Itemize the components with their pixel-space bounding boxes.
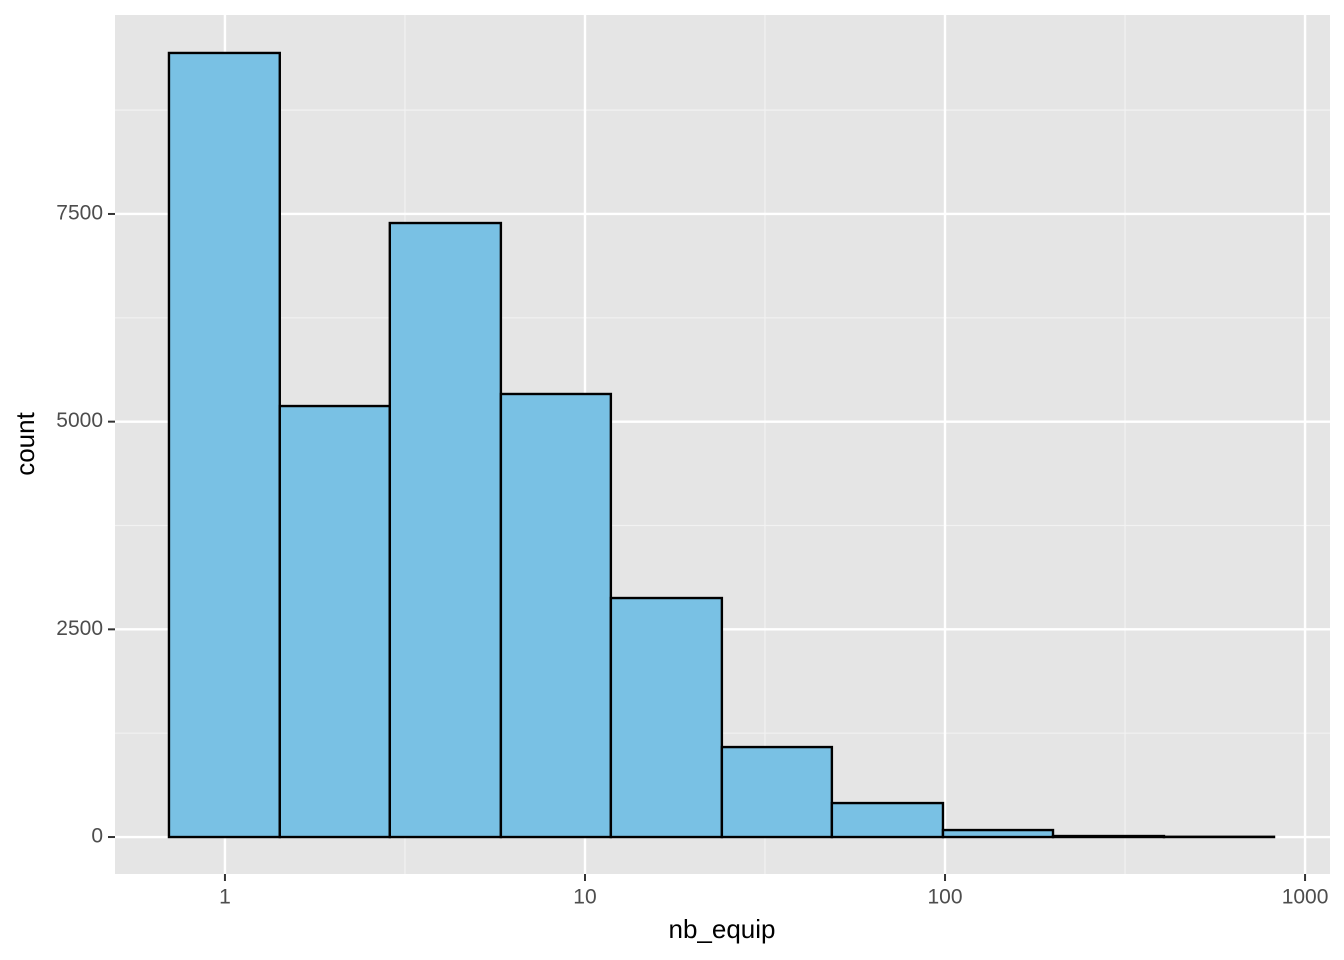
x-tick-label: 10 bbox=[573, 886, 596, 909]
y-tick-label: 2500 bbox=[56, 617, 103, 640]
bar bbox=[167, 51, 281, 839]
bar bbox=[1051, 834, 1166, 839]
bar bbox=[830, 801, 945, 839]
y-tick-label: 7500 bbox=[56, 202, 103, 225]
bar bbox=[609, 596, 724, 839]
x-tick-label: 1000 bbox=[1282, 886, 1329, 909]
bar bbox=[720, 745, 834, 839]
y-tick-label: 5000 bbox=[56, 409, 103, 432]
bar bbox=[388, 221, 503, 839]
bar bbox=[499, 392, 613, 839]
bar bbox=[941, 828, 1055, 839]
bar bbox=[278, 404, 392, 839]
x-tick-label: 100 bbox=[927, 886, 962, 909]
y-axis-title: count bbox=[10, 411, 40, 475]
y-tick-label: 0 bbox=[91, 825, 103, 848]
x-axis-title: nb_equip bbox=[669, 914, 776, 944]
x-tick-label: 1 bbox=[219, 886, 231, 909]
